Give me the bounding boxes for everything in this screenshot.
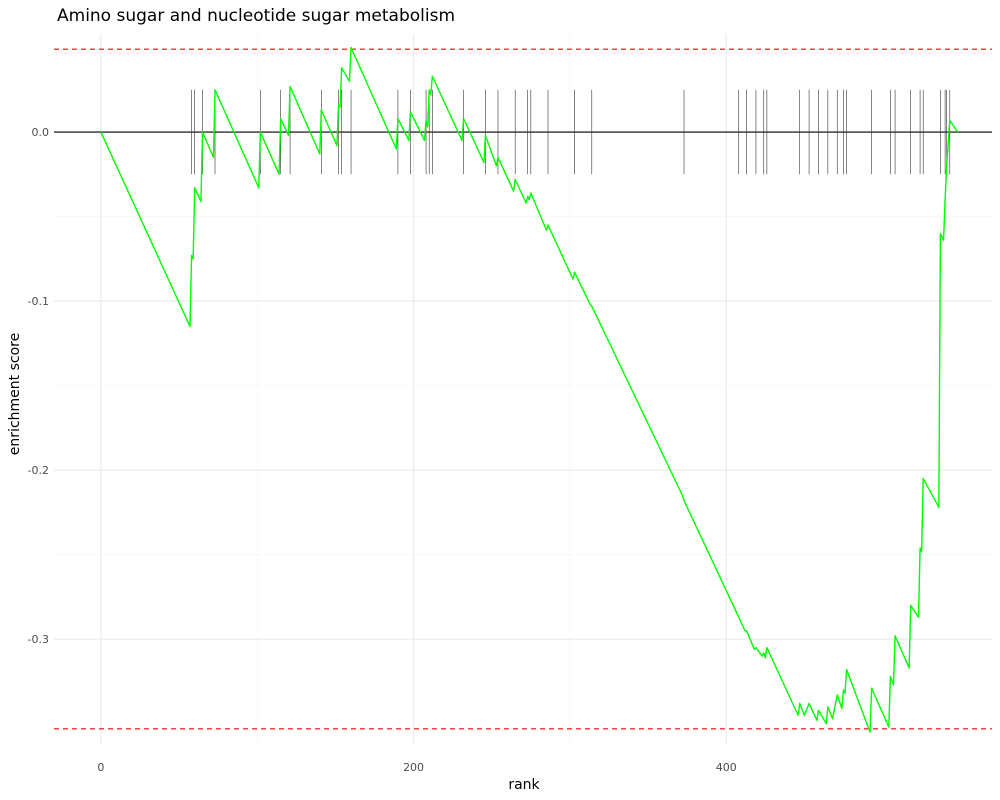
y-axis-ticks: -0.3 -0.2 -0.1 0.0 xyxy=(28,126,49,646)
reference-lines xyxy=(54,48,992,730)
y-axis-title: enrichment score xyxy=(7,333,23,455)
x-axis-ticks: 0 200 400 xyxy=(97,761,736,774)
x-tick-label: 200 xyxy=(403,761,424,774)
y-tick-label: -0.3 xyxy=(28,633,49,646)
x-tick-label: 0 xyxy=(97,761,104,774)
x-axis-title: rank xyxy=(508,777,540,793)
y-tick-label: 0.0 xyxy=(32,126,50,139)
enrichment-score-line xyxy=(100,46,959,733)
series-layer xyxy=(100,46,959,733)
x-tick-label: 400 xyxy=(716,761,737,774)
y-tick-label: -0.2 xyxy=(28,464,49,477)
y-tick-label: -0.1 xyxy=(28,295,49,308)
chart-title: Amino sugar and nucleotide sugar metabol… xyxy=(57,6,455,26)
